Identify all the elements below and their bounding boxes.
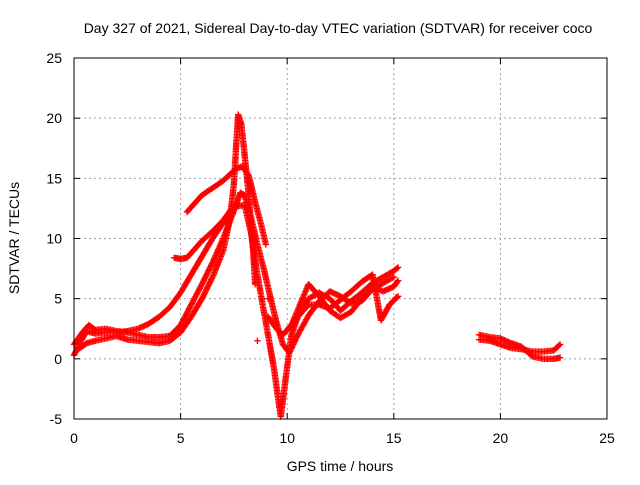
data-point bbox=[288, 345, 295, 352]
outlier-point bbox=[264, 295, 272, 302]
x-tick-label: 15 bbox=[386, 430, 402, 446]
data-point bbox=[555, 342, 563, 349]
x-tick-label: 20 bbox=[493, 430, 509, 446]
data-point bbox=[210, 256, 217, 263]
data-point bbox=[390, 273, 397, 281]
data-point bbox=[203, 271, 210, 278]
data-point bbox=[389, 274, 396, 281]
y-tick-label: 15 bbox=[46, 170, 62, 186]
grid bbox=[74, 58, 607, 419]
data-point bbox=[289, 342, 296, 350]
outlier-point bbox=[254, 337, 261, 344]
axis-ticks: 0 5 10 15 20 25 -5 0 5 10 15 20 25 bbox=[46, 50, 615, 446]
data-point bbox=[556, 341, 564, 348]
data-point bbox=[294, 333, 301, 340]
x-axis-label: GPS time / hours bbox=[287, 458, 394, 474]
data-point bbox=[185, 305, 193, 312]
data-point bbox=[183, 309, 191, 317]
y-tick-label: 0 bbox=[54, 351, 62, 367]
x-tick-label: 5 bbox=[177, 430, 185, 446]
data-point bbox=[197, 283, 204, 291]
x-tick-label: 25 bbox=[599, 430, 615, 446]
data-point bbox=[394, 264, 402, 271]
y-axis-label: SDTVAR / TECUs bbox=[6, 182, 22, 294]
y-tick-label: 25 bbox=[46, 50, 62, 66]
y-tick-label: 20 bbox=[46, 110, 62, 126]
data-points bbox=[70, 111, 564, 420]
data-point bbox=[286, 349, 293, 356]
chart-title: Day 327 of 2021, Sidereal Day-to-day VTE… bbox=[84, 20, 593, 36]
data-point bbox=[191, 294, 198, 302]
x-tick-label: 10 bbox=[279, 430, 295, 446]
data-point bbox=[213, 250, 220, 258]
data-point bbox=[394, 278, 401, 285]
data-point bbox=[215, 246, 222, 253]
data-point bbox=[227, 206, 235, 213]
y-tick-label: 5 bbox=[54, 291, 62, 307]
data-point bbox=[262, 241, 270, 248]
data-point bbox=[292, 337, 299, 344]
data-point bbox=[181, 313, 189, 321]
outlier-point bbox=[392, 294, 400, 301]
data-point bbox=[300, 292, 307, 300]
data-point bbox=[228, 205, 235, 212]
y-tick-label: 10 bbox=[46, 231, 62, 247]
data-point bbox=[201, 290, 208, 297]
data-point bbox=[189, 298, 196, 306]
data-point bbox=[290, 339, 298, 347]
y-tick-label: -5 bbox=[50, 411, 63, 427]
data-point bbox=[178, 320, 185, 327]
data-point bbox=[208, 275, 216, 282]
data-point bbox=[394, 277, 402, 284]
data-point bbox=[393, 265, 401, 272]
data-point bbox=[556, 354, 564, 361]
x-tick-label: 0 bbox=[70, 430, 78, 446]
data-point bbox=[252, 281, 259, 288]
